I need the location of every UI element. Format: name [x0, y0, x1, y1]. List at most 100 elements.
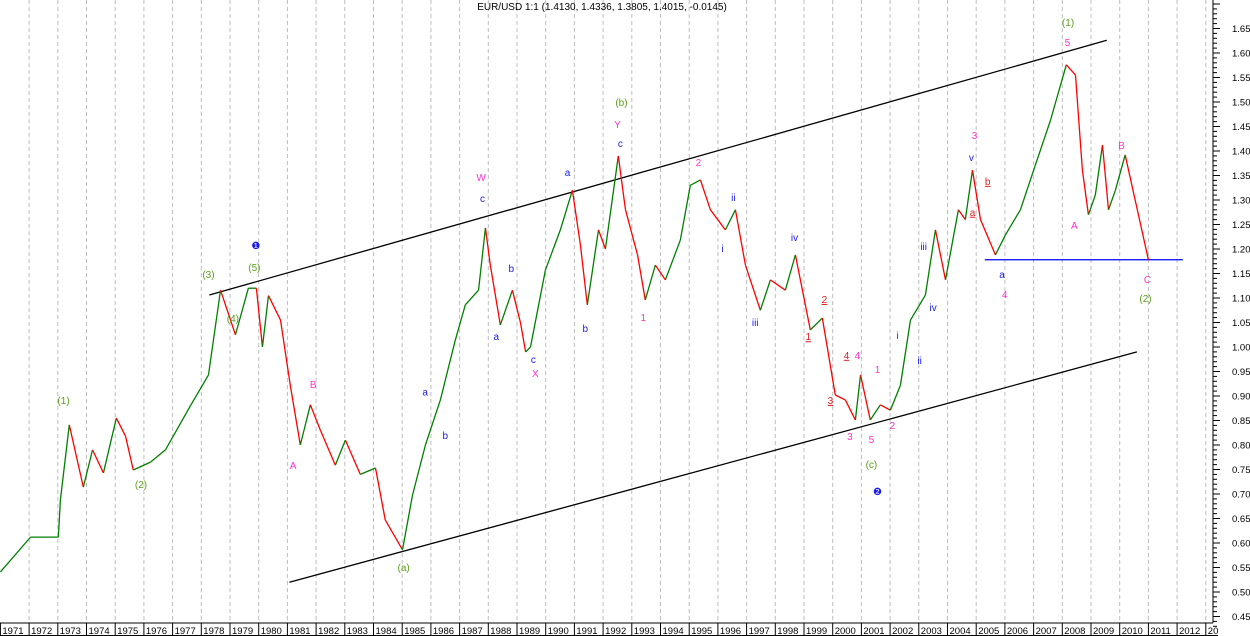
x-tick-label: 2009 — [1093, 626, 1114, 636]
price-segment — [654, 264, 666, 281]
price-segment — [957, 209, 966, 220]
price-segment — [219, 289, 237, 335]
y-tick-label: 1.65 — [1232, 24, 1250, 35]
x-tick-label: 1993 — [634, 626, 655, 636]
price-segment — [411, 444, 427, 496]
price-segment — [679, 185, 691, 241]
x-tick-label: 1987 — [462, 626, 483, 636]
x-tick-label: 2004 — [950, 626, 971, 636]
wave-label: C — [1144, 275, 1151, 286]
price-segment — [1124, 154, 1150, 260]
wave-label: a — [422, 388, 428, 399]
wave-label: B — [1118, 141, 1125, 152]
y-tick-label: 0.60 — [1232, 539, 1250, 550]
price-segment — [979, 219, 997, 256]
x-tick-label: 1982 — [318, 626, 339, 636]
price-segment — [1087, 194, 1096, 215]
price-segment — [1065, 64, 1076, 76]
price-segment — [794, 254, 811, 330]
x-tick-label: 2002 — [892, 626, 913, 636]
price-segment — [644, 264, 656, 301]
x-tick-label: 1971 — [2, 626, 23, 636]
price-segment — [821, 317, 836, 396]
wave-label: b — [508, 264, 514, 275]
wave-label: c — [480, 194, 485, 205]
x-tick-label: 1973 — [60, 626, 81, 636]
price-segment — [971, 170, 982, 220]
price-segment — [834, 394, 846, 401]
price-segment — [334, 439, 346, 466]
price-segment — [1049, 64, 1067, 121]
y-tick-label: 1.50 — [1232, 98, 1250, 109]
wave-label: (5) — [248, 263, 260, 274]
y-axis: 0.45 0.50 0.55 0.60 0.65 0.70 0.75 0.80 0.85 0.90… — [1212, 0, 1250, 627]
price-segment — [1074, 75, 1084, 171]
wave-label: (4) — [227, 314, 239, 325]
price-segment — [115, 417, 127, 437]
price-segment — [309, 404, 322, 431]
wave-label: i — [721, 244, 723, 255]
x-tick-label: 20 — [1208, 626, 1219, 636]
x-tick-label: 1988 — [490, 626, 511, 636]
wave-label: (1) — [57, 396, 69, 407]
wave-label: ii — [917, 356, 921, 367]
price-segment — [899, 319, 912, 386]
wave-label: b — [583, 324, 589, 335]
x-tick-label: 1994 — [663, 626, 684, 636]
x-tick-label: 1976 — [146, 626, 167, 636]
price-segment — [880, 404, 891, 411]
x-tick-label: 1983 — [347, 626, 368, 636]
price-segment — [234, 288, 249, 335]
x-tick-label: 2010 — [1122, 626, 1143, 636]
price-segment — [1034, 119, 1052, 166]
price-segment — [1114, 154, 1126, 191]
price-segment — [0, 536, 32, 573]
wave-label: iv — [930, 303, 937, 314]
wave-label: A — [290, 461, 297, 472]
price-segment — [1004, 209, 1021, 236]
wave-annotations: (1)(2)(3)(4)(5)❶AB(a)abWcbacXab(b)Yc12ii… — [57, 18, 1151, 574]
x-tick-label: 2008 — [1064, 626, 1085, 636]
x-tick-label: 1998 — [777, 626, 798, 636]
price-segment — [559, 190, 574, 231]
price-segment — [59, 424, 70, 500]
price-segment — [424, 399, 441, 446]
price-segment — [439, 339, 456, 401]
price-segment — [519, 322, 527, 353]
y-tick-label: 0.65 — [1232, 514, 1250, 525]
x-tick-label: 1992 — [605, 626, 626, 636]
price-segment — [734, 209, 747, 266]
x-tick-label: 2005 — [978, 626, 999, 636]
price-segment — [384, 519, 404, 551]
x-tick-label: 1997 — [749, 626, 770, 636]
wave-label: 4 — [844, 351, 850, 362]
price-segment — [624, 209, 639, 256]
x-tick-label: 1974 — [89, 626, 110, 636]
wave-label: iii — [920, 242, 927, 253]
wave-label: X — [532, 369, 539, 380]
wave-label: c — [618, 139, 623, 150]
price-segment — [889, 384, 902, 411]
price-segment — [869, 404, 881, 421]
price-segment — [1019, 165, 1036, 211]
price-segment — [401, 494, 414, 550]
x-tick-label: 2007 — [1036, 626, 1057, 636]
wave-label: ii — [731, 193, 735, 204]
price-segment — [261, 295, 270, 348]
price-segment — [207, 290, 222, 376]
trendlines — [209, 39, 1183, 583]
wave-label: iv — [791, 233, 798, 244]
price-segment — [909, 294, 926, 321]
x-tick-label: 1981 — [289, 626, 310, 636]
x-tick-label: 1972 — [31, 626, 52, 636]
price-segment — [859, 374, 871, 421]
price-segment — [759, 279, 772, 311]
wave-label: 3 — [847, 432, 853, 443]
price-segment — [579, 245, 588, 305]
price-segment — [690, 179, 701, 186]
x-tick-label: 1985 — [404, 626, 425, 636]
x-tick-label: 1999 — [806, 626, 827, 636]
price-segment — [489, 265, 501, 326]
price-segment — [1101, 145, 1110, 210]
